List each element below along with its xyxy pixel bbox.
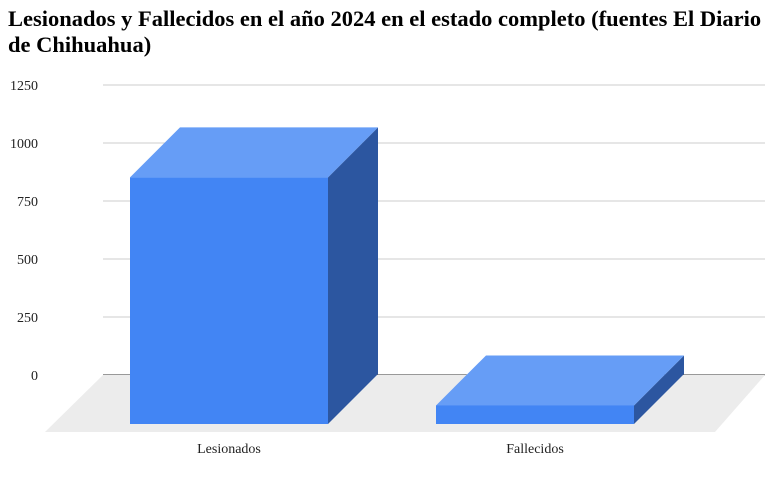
x-category-label: Fallecidos bbox=[506, 442, 564, 457]
bar-top-face bbox=[130, 127, 378, 178]
y-tick-label: 1000 bbox=[10, 137, 38, 152]
y-tick-label: 0 bbox=[31, 369, 38, 384]
bar-front-face bbox=[436, 405, 634, 424]
bar-front-face bbox=[130, 177, 328, 424]
y-tick-label: 1250 bbox=[10, 79, 38, 94]
bar bbox=[130, 127, 378, 424]
y-tick-label: 750 bbox=[17, 195, 38, 210]
bar-side-face bbox=[328, 127, 378, 424]
bar-layer bbox=[130, 127, 684, 424]
bar-top-face bbox=[436, 355, 684, 406]
label-layer: 0 250 500 750 1000 1250 Lesionados Fallecidos bbox=[10, 79, 564, 457]
bar bbox=[436, 355, 684, 424]
y-tick-label: 500 bbox=[17, 253, 38, 268]
x-category-label: Lesionados bbox=[197, 442, 261, 457]
bar-side-face bbox=[634, 355, 684, 424]
chart-title: Lesionados y Fallecidos en el año 2024 e… bbox=[8, 6, 762, 57]
y-tick-label: 250 bbox=[17, 311, 38, 326]
